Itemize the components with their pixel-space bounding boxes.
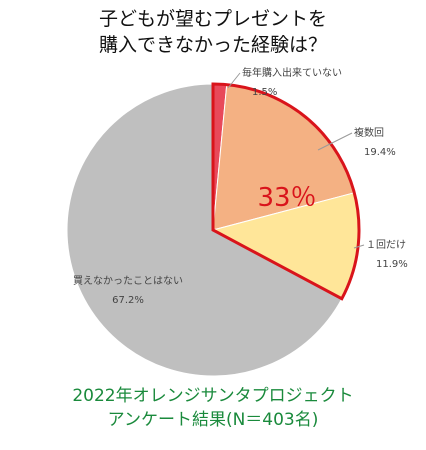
leader-line-3	[353, 244, 365, 249]
slice-value-4: 67.2%	[112, 295, 144, 306]
highlight-outline	[211, 82, 361, 301]
survey-footer: 2022年オレンジサンタプロジェクト アンケート結果(N＝403名)	[0, 384, 426, 432]
chart-title: 子どもが望むプレゼントを 購入できなかった経験は？	[0, 6, 426, 58]
slice-label-2: 複数回	[354, 126, 384, 139]
slice-label-4: 買えなかったことはない	[73, 275, 183, 287]
footer-line-2: アンケート結果(N＝403名)	[107, 410, 319, 430]
title-line-2: 購入できなかった経験は？	[98, 34, 327, 56]
slice-value-1: 1.5%	[252, 87, 277, 98]
slice-label-1: 毎年購入出来ていない	[242, 66, 342, 79]
slice-label-3: １回だけ	[366, 239, 406, 251]
slice-value-2: 19.4%	[364, 147, 396, 158]
slice-value-3: 11.9%	[376, 259, 408, 270]
leader-line-2	[317, 132, 353, 151]
highlight-callout: 33％	[257, 183, 316, 213]
title-line-1: 子どもが望むプレゼントを	[98, 8, 327, 30]
leader-line-1	[227, 72, 241, 89]
pie-slices	[66, 83, 360, 377]
slice-labels: 毎年購入出来ていない 1.5% 複数回 19.4% １回だけ 11.9% 買えなかったことは…	[73, 66, 408, 306]
pie-slice-4	[66, 83, 343, 377]
leader-lines	[227, 72, 365, 249]
footer-line-1: 2022年オレンジサンタプロジェクト	[72, 386, 354, 406]
